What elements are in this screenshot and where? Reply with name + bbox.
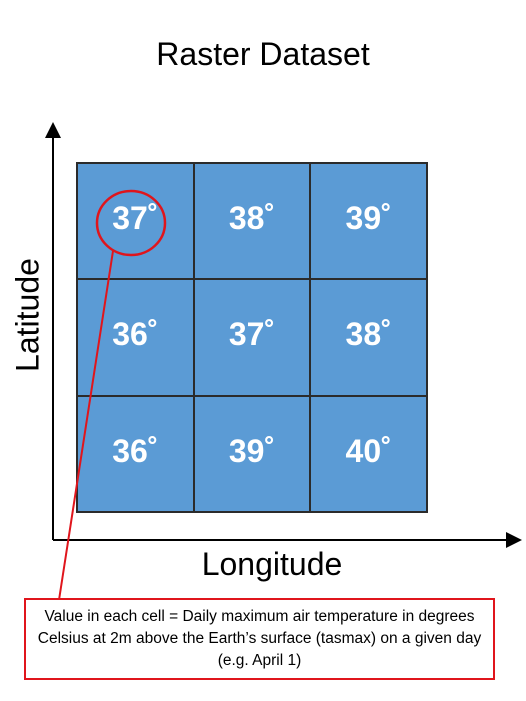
raster-cell: 40˚: [310, 395, 427, 512]
raster-cell: 39˚: [193, 395, 311, 512]
x-axis-label: Longitude: [201, 546, 343, 582]
raster-cell: 39˚: [310, 163, 427, 280]
cell-value: 38˚: [345, 316, 392, 353]
raster-cell: 36˚: [77, 395, 194, 512]
highlight-circle: [95, 189, 167, 257]
cell-value: 40˚: [345, 432, 392, 469]
cell-value: 38˚: [228, 200, 276, 236]
callout-note: Value in each cell = Daily maximum air t…: [24, 598, 495, 680]
callout-line: [58, 250, 114, 601]
cell-value: 37˚: [228, 316, 276, 353]
raster-cell: 37˚: [193, 279, 311, 396]
raster-cell: 38˚: [193, 163, 311, 280]
callout-note-text: Value in each cell = Daily maximum air t…: [37, 608, 482, 669]
cell-value: 36˚: [112, 432, 159, 469]
cell-value: 39˚: [228, 432, 276, 469]
cell-value: 36˚: [112, 316, 159, 353]
cell-value: 39˚: [345, 200, 392, 236]
raster-grid: 37˚ 38˚ 39˚ 36˚ 37˚ 38˚ 36˚ 39˚ 40˚: [76, 162, 428, 513]
cell-value: 37˚: [112, 200, 159, 236]
raster-cell: 36˚: [77, 279, 194, 396]
raster-cell: 38˚: [310, 279, 427, 396]
diagram-title: Raster Dataset: [156, 36, 370, 72]
